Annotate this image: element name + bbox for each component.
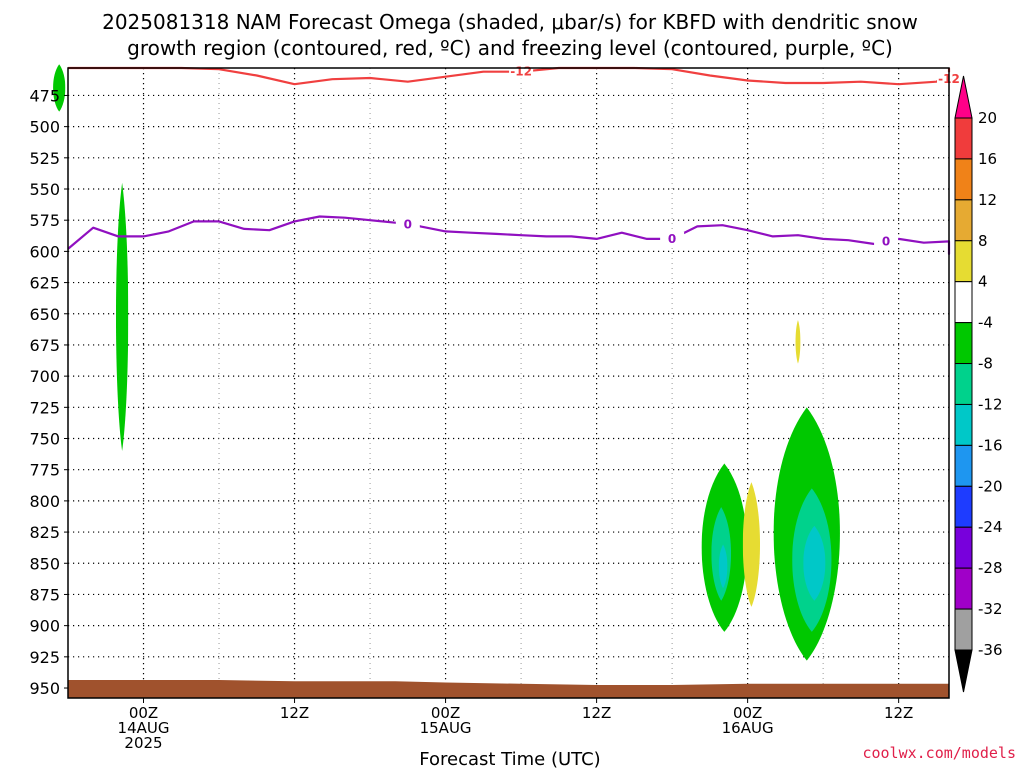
contour-label-bg [874, 234, 899, 249]
colorbar-label: -12 [978, 395, 1003, 413]
colorbar-box [954, 117, 973, 160]
colorbar-label: -36 [978, 641, 1003, 659]
y-axis: 475 500 525 550 575 600 625 650 675 700 725 750 775 8… [29, 86, 68, 698]
y-tick-label: 950 [29, 679, 60, 698]
x-tick-label: 12Z [582, 704, 611, 722]
y-tick-label: 675 [29, 336, 60, 355]
contour-label: 0 [668, 232, 676, 246]
x-axis-label: Forecast Time (UTC) [419, 749, 600, 768]
colorbar-box [954, 199, 973, 242]
chart-title-line-2: growth region (contoured, red, ºC) and f… [127, 36, 893, 60]
colorbar-label: -24 [978, 518, 1003, 536]
colorbar-box [954, 526, 973, 569]
contour-label-bg [395, 217, 420, 232]
colorbar-box [954, 403, 973, 446]
colorbar-box [954, 608, 973, 651]
y-tick-label: 525 [29, 149, 60, 168]
y-tick-label: 550 [29, 180, 60, 199]
x-tick-label: 14AUG [118, 719, 170, 737]
y-tick-label: 825 [29, 523, 60, 542]
colorbar-label: 4 [978, 273, 988, 291]
y-tick-label: 650 [29, 305, 60, 324]
y-tick-label: 625 [29, 274, 60, 293]
x-tick-label: 16AUG [722, 719, 774, 737]
omega-shade--16 [803, 526, 825, 601]
contour-label: 0 [882, 234, 890, 248]
omega-shade-4 [743, 482, 760, 607]
x-tick-label: 12Z [884, 704, 913, 722]
x-tick-label: 00Z [431, 704, 460, 722]
terrain-area [67, 680, 950, 699]
y-tick-label: 925 [29, 648, 60, 667]
colorbar-box [954, 322, 973, 365]
colorbar-box [954, 281, 973, 324]
colorbar-box [954, 363, 973, 405]
colorbar-label: 20 [978, 109, 997, 127]
colorbar-label: -20 [978, 477, 1003, 495]
contour-line-purple-contour [67, 215, 951, 255]
colorbar-box [954, 444, 973, 487]
omega-shade--8 [53, 64, 65, 111]
y-tick-label: 500 [29, 118, 60, 137]
y-tick-label: 575 [29, 211, 60, 230]
y-tick-label: 750 [29, 430, 60, 449]
omega-shade--8 [116, 183, 128, 451]
omega-shade--16 [719, 545, 728, 589]
y-tick-label: 700 [29, 367, 60, 386]
colorbar-bottom-arrow [954, 649, 973, 693]
colorbar-label: -8 [978, 355, 993, 373]
y-tick-label: 800 [29, 492, 60, 511]
omega-shading [53, 64, 840, 660]
colorbar: 20 16 12 8 4 -4 -8 -12 -16 -20 -24 -28 -32 -36 [954, 75, 1003, 693]
y-tick-label: 475 [29, 86, 60, 105]
y-tick-label: 725 [29, 398, 60, 417]
colorbar-label: 16 [978, 150, 997, 168]
colorbar-label: 12 [978, 191, 997, 209]
x-tick-label: 00Z [129, 704, 158, 722]
y-tick-label: 900 [29, 617, 60, 636]
contour-label: 0 [404, 218, 412, 232]
y-tick-label: 600 [29, 242, 60, 261]
contour-line-red-contour [68, 66, 951, 86]
colorbar-label: -16 [978, 436, 1003, 454]
colorbar-box [954, 485, 973, 528]
plot-grid [68, 68, 949, 698]
y-tick-label: 775 [29, 461, 60, 480]
x-tick-label: 2025 [124, 734, 162, 752]
chart-title-line-1: 2025081318 NAM Forecast Omega (shaded, μ… [102, 10, 918, 34]
y-tick-label: 875 [29, 585, 60, 604]
colorbar-box [954, 240, 973, 283]
x-tick-label: 12Z [280, 704, 309, 722]
terrain-fill [67, 680, 950, 699]
colorbar-label: -32 [978, 600, 1003, 618]
colorbar-label: -4 [978, 314, 993, 332]
colorbar-box [954, 567, 973, 610]
colorbar-label: -28 [978, 559, 1003, 577]
y-tick-label: 850 [29, 554, 60, 573]
contour-label-bg [660, 231, 685, 246]
credit-text: coolwx.com/models [862, 744, 1016, 762]
contour-label: -12 [510, 65, 532, 79]
x-tick-label: 00Z [733, 704, 762, 722]
x-tick-label: 15AUG [420, 719, 472, 737]
plot-frame [67, 67, 950, 699]
colorbar-box [954, 158, 973, 201]
omega-shade-4 [796, 320, 801, 364]
colorbar-label: 8 [978, 232, 988, 250]
